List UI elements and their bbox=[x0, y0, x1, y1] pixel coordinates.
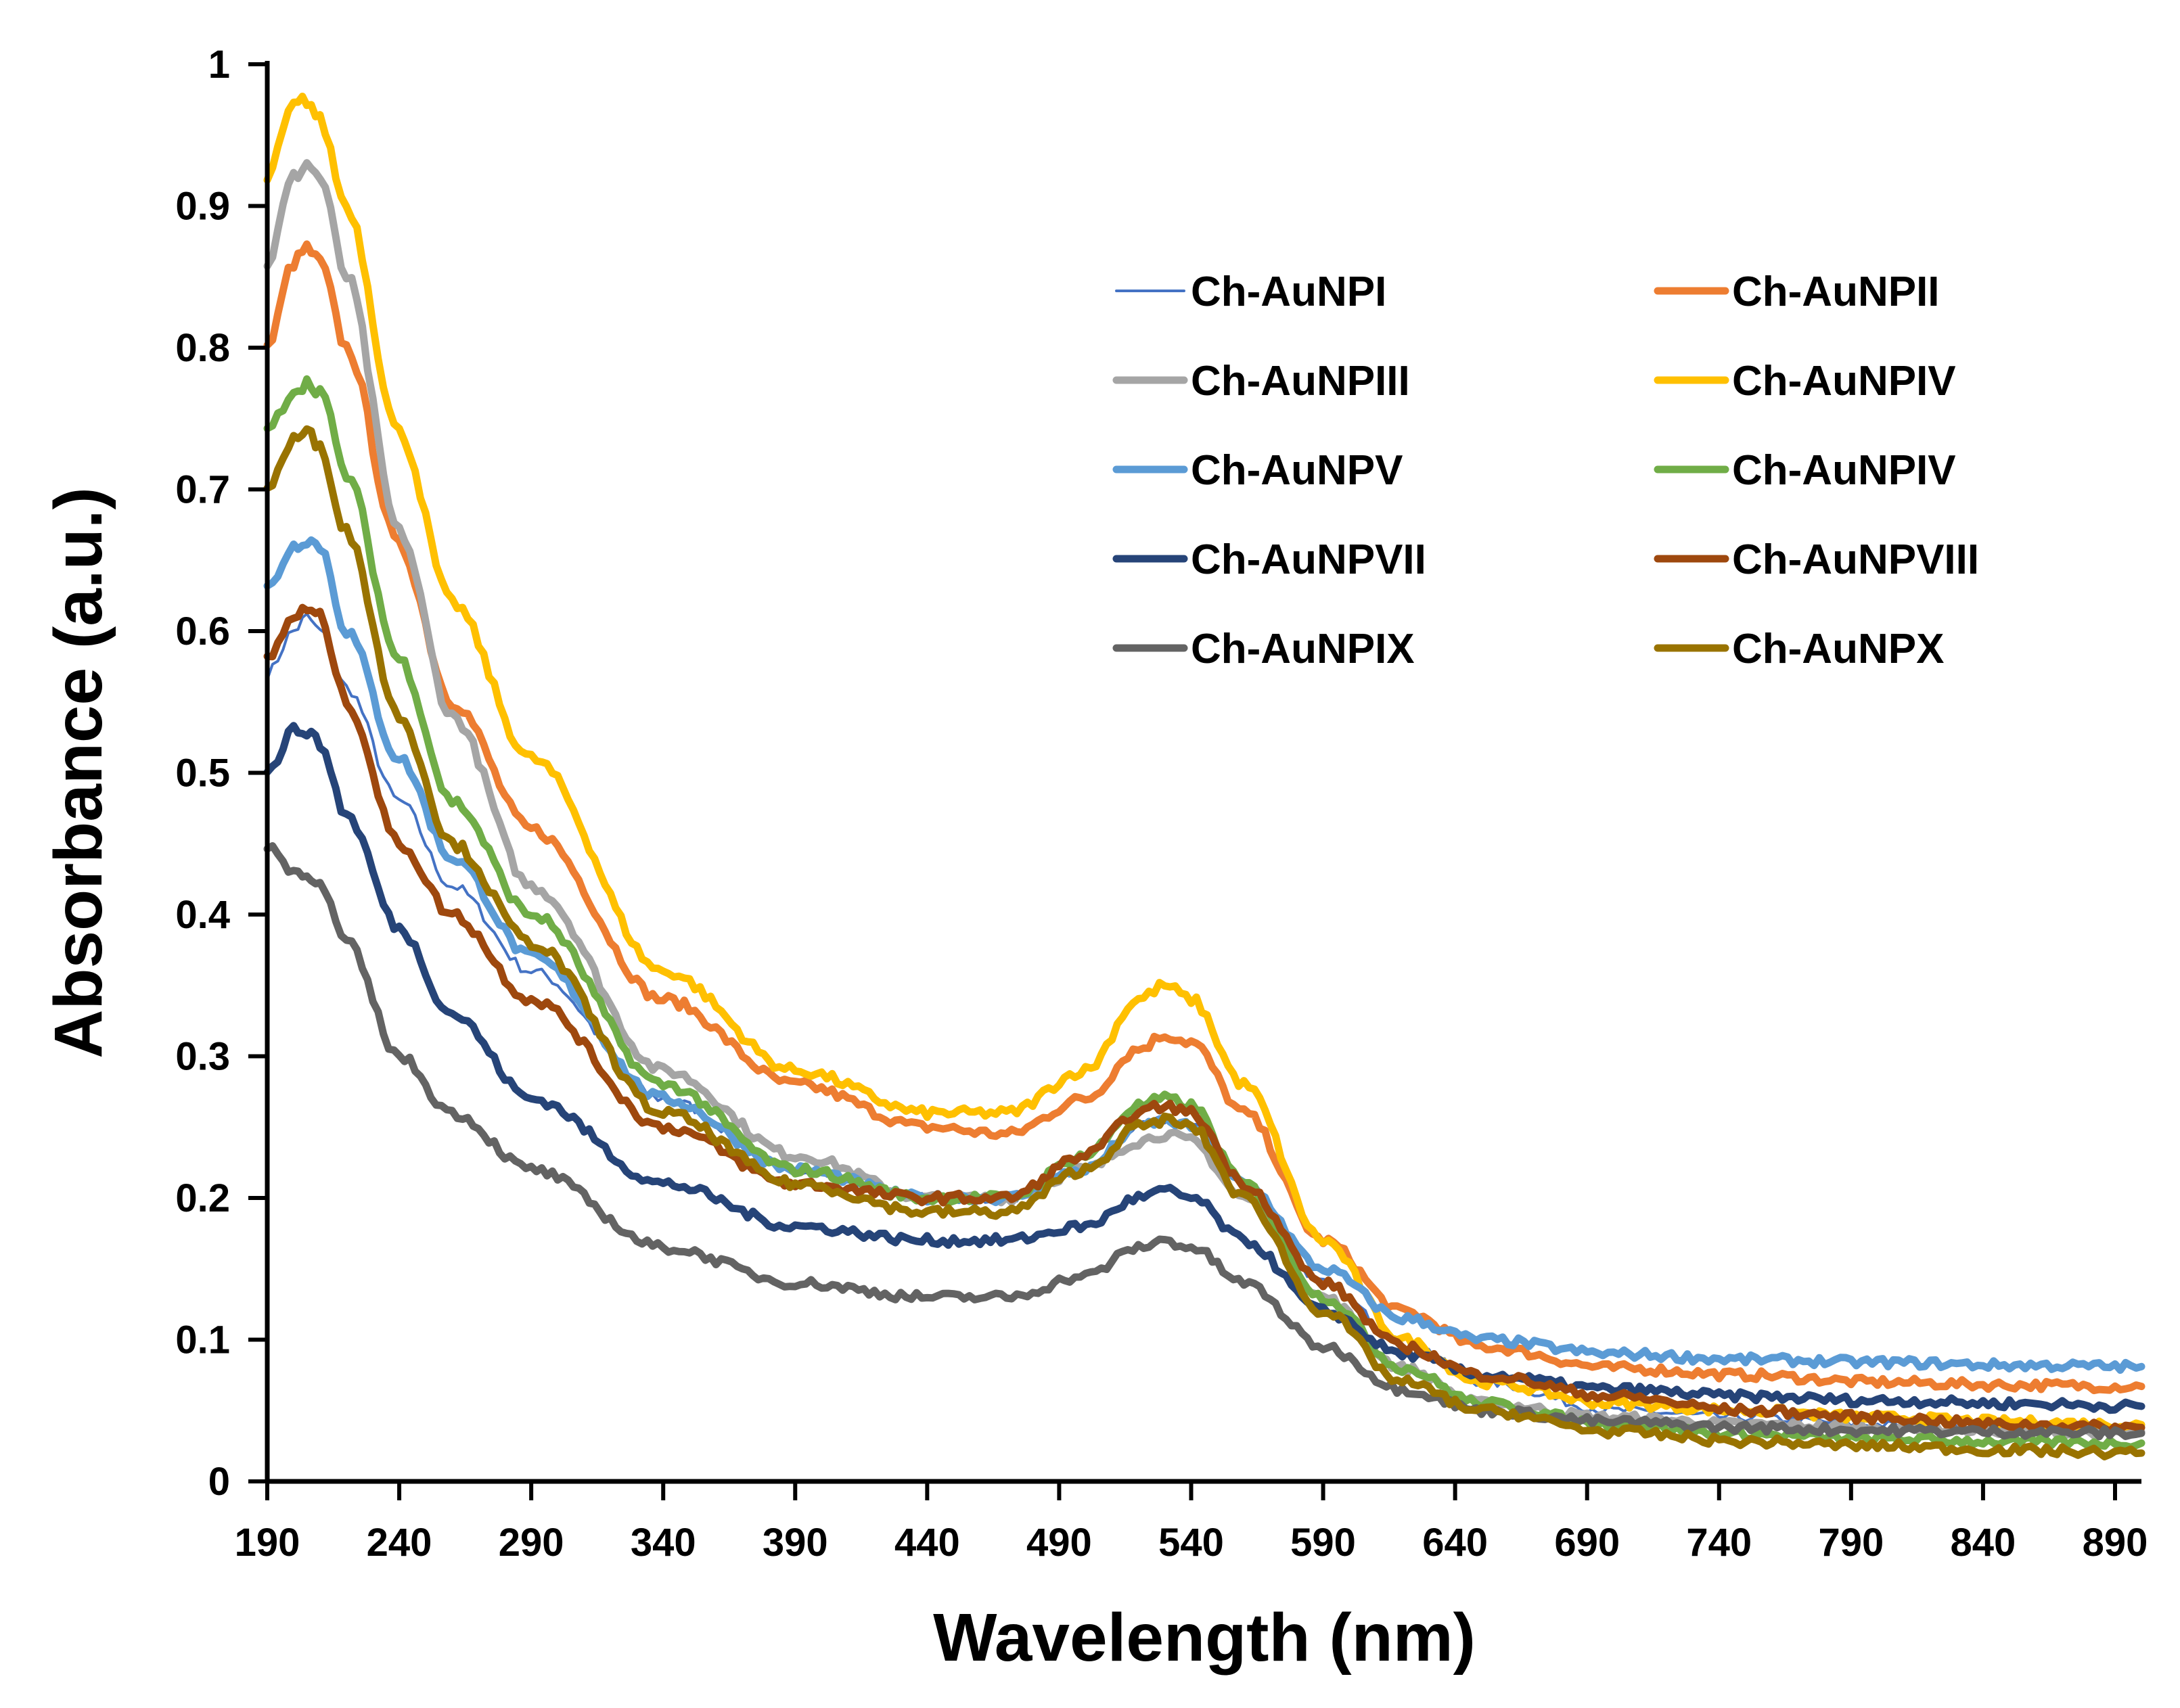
legend-label-10: Ch-AuNPX bbox=[1732, 626, 1944, 672]
x-tick-label: 340 bbox=[631, 1521, 696, 1565]
x-tick-label: 290 bbox=[499, 1521, 564, 1565]
x-tick-label: 790 bbox=[1818, 1521, 1884, 1565]
x-tick-label: 890 bbox=[2083, 1521, 2148, 1565]
x-tick-label: 640 bbox=[1422, 1521, 1488, 1565]
series-line-9 bbox=[263, 842, 2145, 1441]
y-tick-label: 0.2 bbox=[175, 1176, 230, 1220]
y-tick-label: 0.5 bbox=[175, 752, 230, 795]
x-tick-label: 690 bbox=[1554, 1521, 1620, 1565]
legend-label-9: Ch-AuNPIX bbox=[1191, 626, 1415, 672]
x-tick-label: 740 bbox=[1686, 1521, 1752, 1565]
legend-label-1: Ch-AuNPI bbox=[1191, 269, 1386, 315]
legend-label-6: Ch-AuNPIV bbox=[1732, 447, 1956, 494]
x-tick-label: 490 bbox=[1026, 1521, 1092, 1565]
x-tick-label: 390 bbox=[763, 1521, 828, 1565]
series-line-10 bbox=[263, 425, 2145, 1460]
legend: Ch-AuNPI Ch-AuNPII Ch-AuNPIII Ch-AuNPIV Ch-A… bbox=[1112, 269, 1979, 672]
x-tick-label: 840 bbox=[1951, 1521, 2016, 1565]
y-tick-label: 0.1 bbox=[175, 1318, 230, 1362]
series-line-8 bbox=[263, 603, 2145, 1435]
y-tick-label: 0.3 bbox=[175, 1035, 230, 1079]
x-tick-label: 190 bbox=[235, 1521, 300, 1565]
y-tick-label: 0.6 bbox=[175, 609, 230, 653]
legend-label-2: Ch-AuNPII bbox=[1732, 269, 1940, 315]
series-line-3 bbox=[263, 159, 2145, 1439]
series-line-2 bbox=[263, 240, 2145, 1395]
y-tick-label: 0.8 bbox=[175, 326, 230, 370]
x-axis-title: Wavelength (nm) bbox=[933, 1600, 1476, 1676]
y-tick-label: 0 bbox=[208, 1460, 230, 1504]
x-tick-label: 590 bbox=[1290, 1521, 1356, 1565]
series-line-7 bbox=[263, 722, 2145, 1414]
x-tick-label: 440 bbox=[894, 1521, 960, 1565]
y-tick-label: 0.7 bbox=[175, 468, 230, 512]
legend-label-8: Ch-AuNPVIII bbox=[1732, 536, 1979, 583]
legend-label-4: Ch-AuNPIV bbox=[1732, 358, 1956, 405]
y-tick-label: 0.4 bbox=[175, 893, 230, 937]
series-group bbox=[263, 93, 2145, 1460]
legend-label-5: Ch-AuNPV bbox=[1191, 447, 1403, 494]
legend-label-7: Ch-AuNPVII bbox=[1191, 536, 1426, 583]
x-tick-label: 540 bbox=[1158, 1521, 1224, 1565]
series-line-1 bbox=[266, 612, 2143, 1437]
x-tick-label: 240 bbox=[367, 1521, 432, 1565]
y-axis-title: Absorbance (a.u.) bbox=[41, 487, 116, 1059]
y-tick-label: 0.9 bbox=[175, 185, 230, 229]
y-tick-label: 1 bbox=[208, 43, 230, 87]
ticks-group: 0 0.1 0.2 0.3 0.4 0.5 0.6 0.7 0.8 0.9 1 190 240 290 34… bbox=[175, 43, 2148, 1565]
legend-label-3: Ch-AuNPIII bbox=[1191, 358, 1410, 405]
